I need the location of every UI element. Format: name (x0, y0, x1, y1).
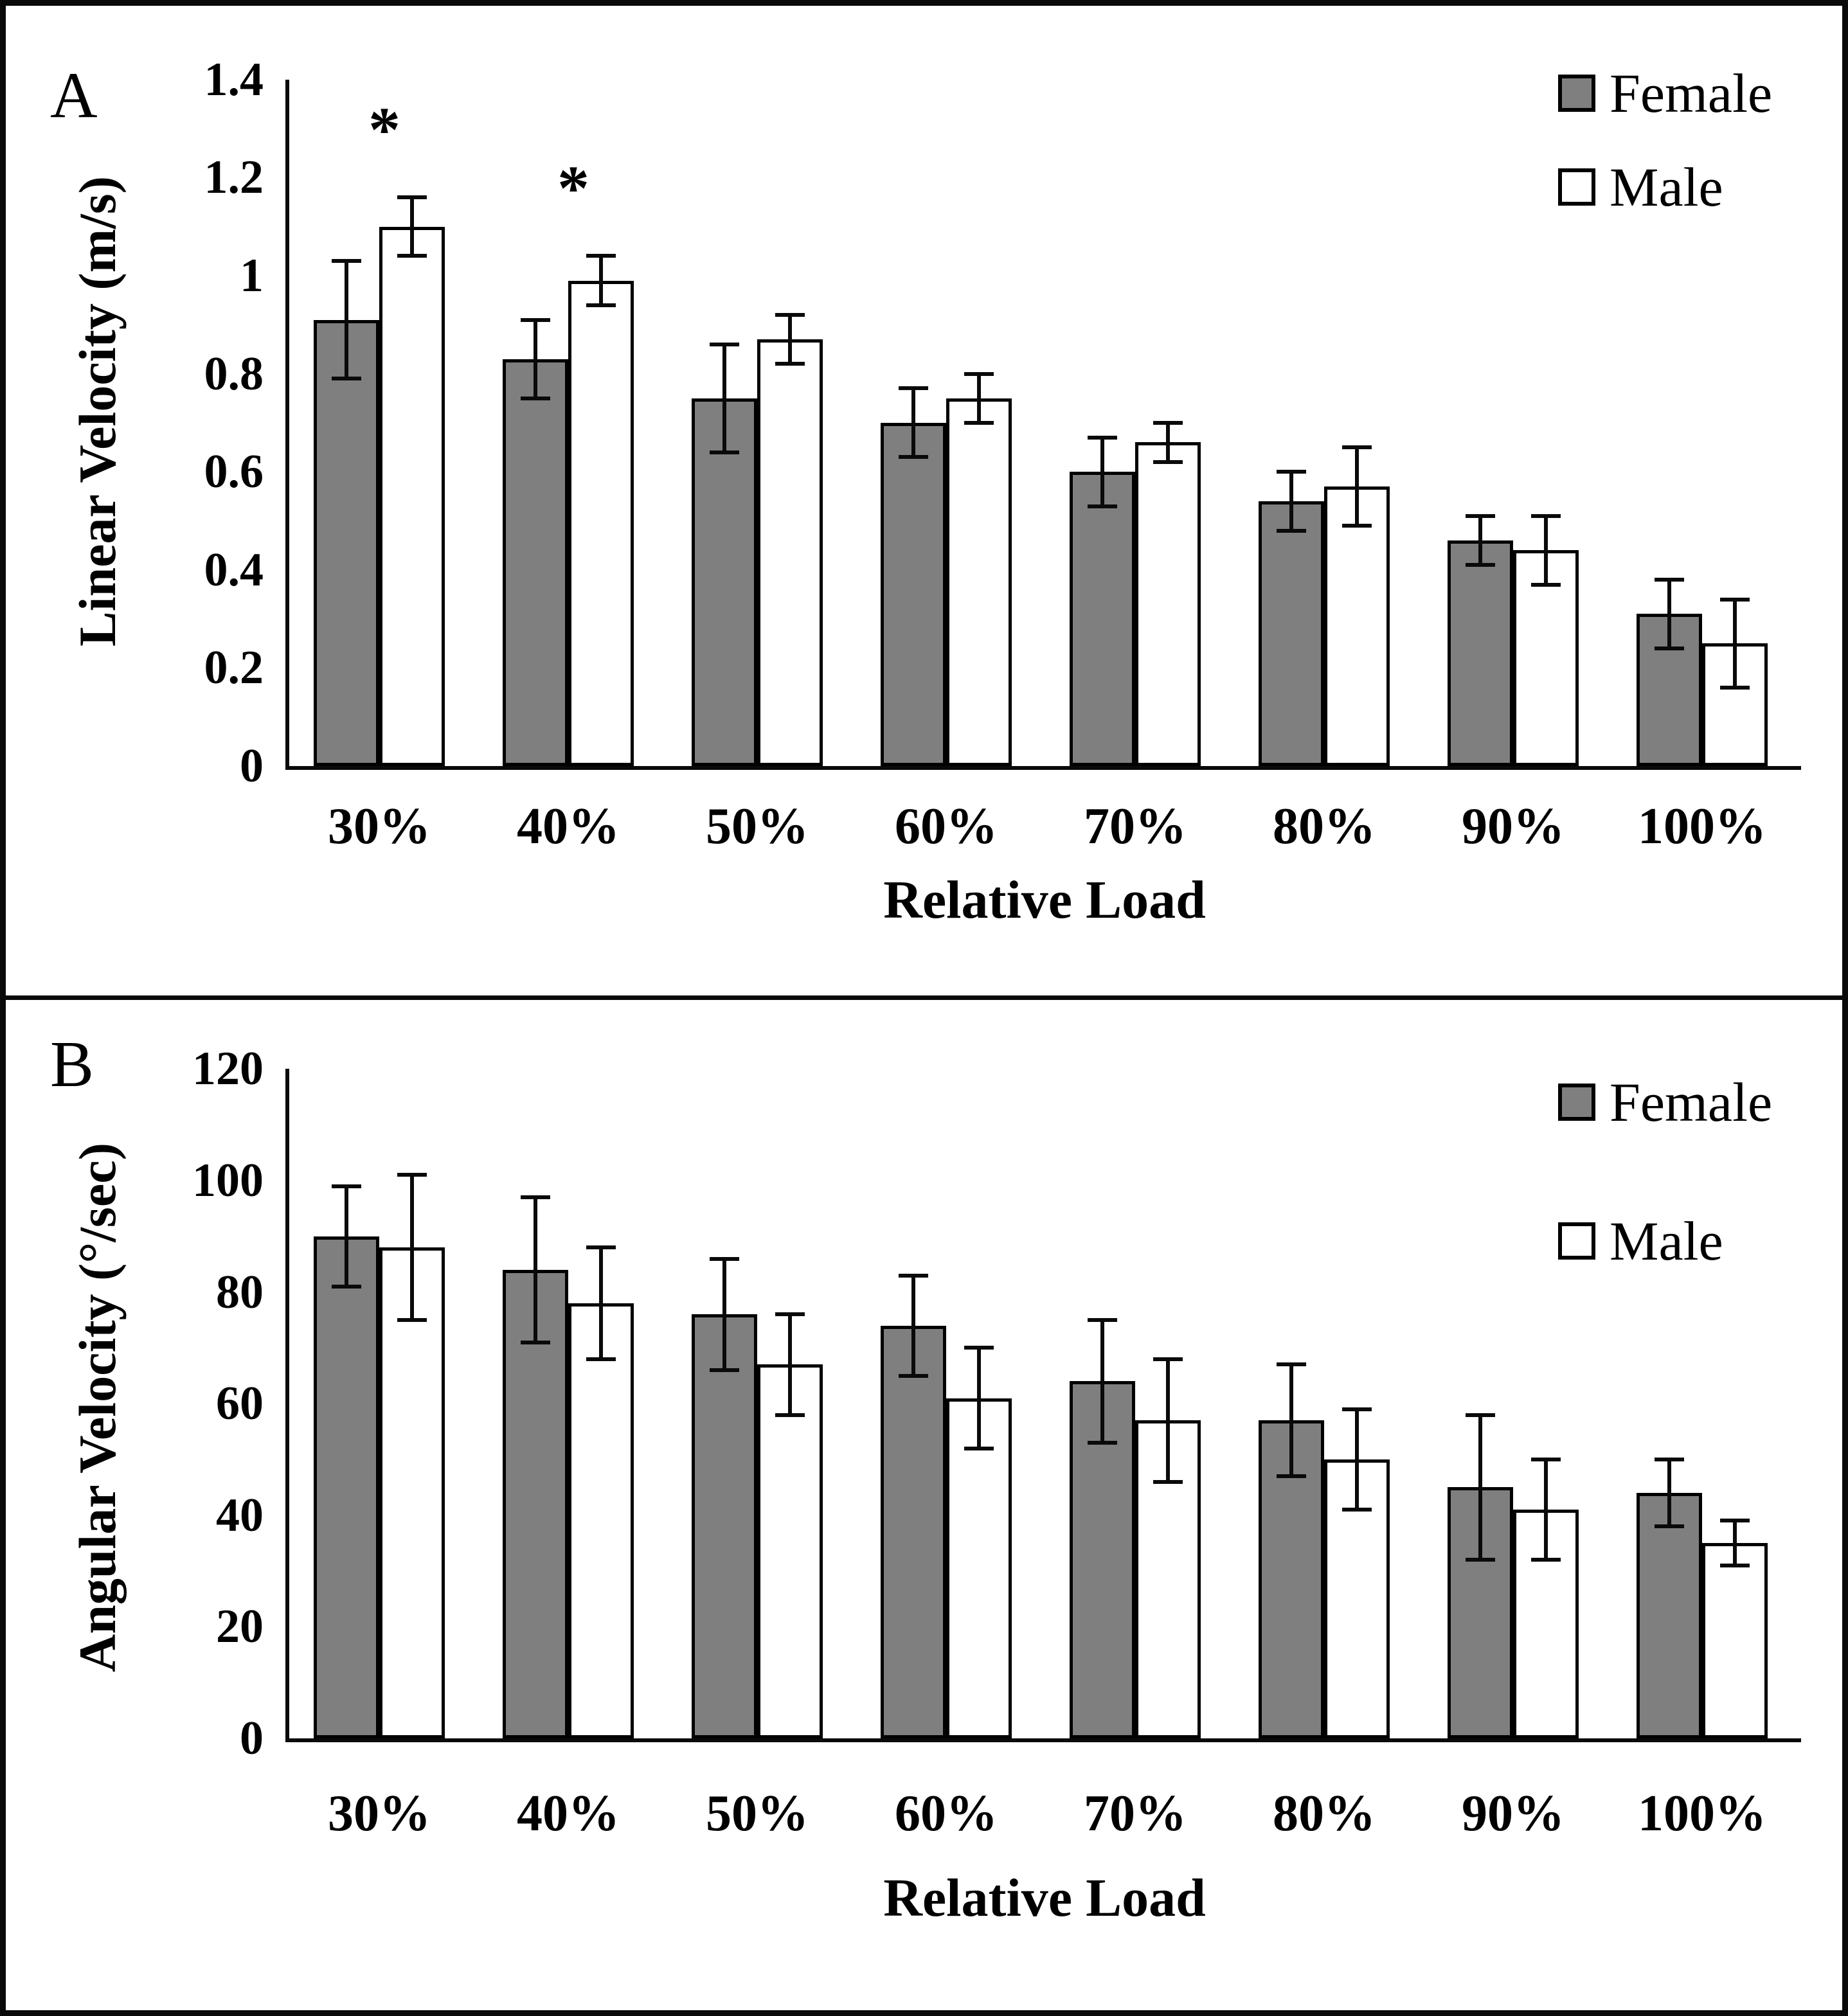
panel-divider (0, 995, 1848, 1000)
